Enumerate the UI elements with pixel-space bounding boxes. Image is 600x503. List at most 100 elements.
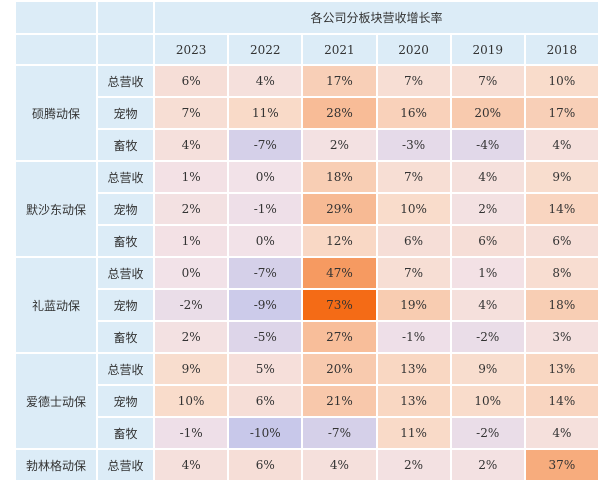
heat-cell: -2%: [451, 418, 524, 448]
table-row: 硕腾动保 总营收 6% 4% 17% 7% 7% 10%: [16, 66, 598, 160]
heat-cell: 10%: [377, 194, 450, 224]
segment-label: 总营收: [98, 258, 154, 288]
segment-label: 宠物: [98, 290, 154, 320]
heat-cell: 28%: [303, 98, 376, 128]
heat-cell: 3%: [525, 322, 598, 352]
segment-label: 总营收: [98, 66, 154, 96]
heat-cell: 17%: [303, 66, 376, 96]
heat-cell: 2%: [155, 194, 228, 224]
heat-cell: 0%: [229, 226, 302, 256]
heat-cell: -1%: [377, 322, 450, 352]
heat-cell: 47%: [303, 258, 376, 288]
heat-cell: 11%: [229, 98, 302, 128]
segment-label: 宠物: [98, 98, 154, 128]
segment-label: 总营收: [98, 450, 154, 480]
heat-cell: 10%: [525, 66, 598, 96]
heat-cell: 9%: [155, 354, 228, 384]
heat-cell: 6%: [229, 450, 302, 480]
chart-title: 各公司分板块营收增长率: [155, 2, 598, 33]
heat-cell: 17%: [525, 98, 598, 128]
heat-cell: 73%: [303, 290, 376, 320]
heat-cell: 4%: [525, 418, 598, 448]
heat-cell: 2%: [155, 322, 228, 352]
heat-cell: -7%: [303, 418, 376, 448]
heat-cell: 20%: [451, 98, 524, 128]
segment-label: 宠物: [98, 386, 154, 416]
heat-cell: 13%: [377, 386, 450, 416]
heat-cell: 10%: [155, 386, 228, 416]
heat-cell: 5%: [229, 354, 302, 384]
heat-cell: 7%: [377, 162, 450, 192]
table-row: 宠物 10% 6% 21% 13% 10% 14%: [16, 386, 598, 416]
heat-cell: 6%: [525, 226, 598, 256]
heat-cell: 0%: [229, 162, 302, 192]
company-label: 勃林格动保: [16, 450, 97, 480]
segment-label: 总营收: [98, 162, 154, 192]
heat-cell: 11%: [377, 418, 450, 448]
segment-label: 总营收: [98, 354, 154, 384]
table-row: 宠物 -2% -9% 73% 19% 4% 18%: [16, 290, 598, 320]
heat-cell: 2%: [303, 130, 376, 160]
heat-cell: 12%: [303, 226, 376, 256]
year-header: 2019: [451, 35, 524, 64]
heat-cell: -2%: [155, 290, 228, 320]
year-header: 2022: [229, 35, 302, 64]
year-header: 2023: [155, 35, 228, 64]
heat-cell: -2%: [451, 322, 524, 352]
heat-cell: 4%: [155, 130, 228, 160]
heat-cell: 13%: [525, 354, 598, 384]
heat-cell: 6%: [229, 386, 302, 416]
heat-cell: 6%: [377, 226, 450, 256]
year-header: 2020: [377, 35, 450, 64]
heat-cell: -5%: [229, 322, 302, 352]
header-corner: [98, 35, 154, 64]
header-corner: [16, 35, 97, 64]
company-label: 礼蓝动保: [16, 258, 97, 352]
heat-cell: 0%: [155, 258, 228, 288]
heat-cell: 7%: [451, 66, 524, 96]
heat-cell: 29%: [303, 194, 376, 224]
title-row-spacer: [16, 2, 97, 33]
table-row: 礼蓝动保 总营收 0% -7% 47% 7% 1% 8%: [16, 258, 598, 352]
heat-cell: 2%: [451, 450, 524, 480]
heat-cell: 4%: [451, 290, 524, 320]
heat-cell: 19%: [377, 290, 450, 320]
heat-cell: 4%: [451, 162, 524, 192]
heat-cell: 16%: [377, 98, 450, 128]
title-row-spacer: [98, 2, 154, 33]
heat-cell: 18%: [525, 290, 598, 320]
heat-cell: 20%: [303, 354, 376, 384]
heat-cell: 21%: [303, 386, 376, 416]
year-header: 2021: [303, 35, 376, 64]
heat-cell: 4%: [229, 66, 302, 96]
heat-cell: 27%: [303, 322, 376, 352]
company-label: 爱德士动保: [16, 354, 97, 448]
heat-cell: 18%: [303, 162, 376, 192]
heat-cell: -1%: [155, 418, 228, 448]
table-row: 畜牧 1% 0% 12% 6% 6% 6%: [16, 226, 598, 256]
heat-cell: 6%: [451, 226, 524, 256]
heat-cell: 4%: [525, 130, 598, 160]
table-row: 畜牧 2% -5% 27% -1% -2% 3%: [16, 322, 598, 352]
heat-cell: -7%: [229, 258, 302, 288]
heat-cell: 1%: [451, 258, 524, 288]
heat-cell: -4%: [451, 130, 524, 160]
heat-cell: 37%: [525, 450, 598, 480]
table-row: 宠物 7% 11% 28% 16% 20% 17%: [16, 98, 598, 128]
year-header: 2018: [525, 35, 598, 64]
segment-label: 畜牧: [98, 130, 154, 160]
heat-cell: 13%: [377, 354, 450, 384]
heat-cell: -3%: [377, 130, 450, 160]
table-row: 勃林格动保 总营收 4% 6% 4% 2% 2% 37%: [16, 450, 598, 480]
heat-cell: 4%: [155, 450, 228, 480]
table-row: 畜牧 4% -7% 2% -3% -4% 4%: [16, 130, 598, 160]
heat-cell: -1%: [229, 194, 302, 224]
table-row: 宠物 2% -1% 29% 10% 2% 14%: [16, 194, 598, 224]
heat-cell: 2%: [377, 450, 450, 480]
heat-cell: 1%: [155, 162, 228, 192]
segment-label: 畜牧: [98, 322, 154, 352]
heat-cell: 7%: [377, 258, 450, 288]
heat-cell: 14%: [525, 194, 598, 224]
growth-heatmap-table: 各公司分板块营收增长率 2023 2022 2021 2020 2019 2018 硕腾动保总…: [14, 0, 600, 482]
